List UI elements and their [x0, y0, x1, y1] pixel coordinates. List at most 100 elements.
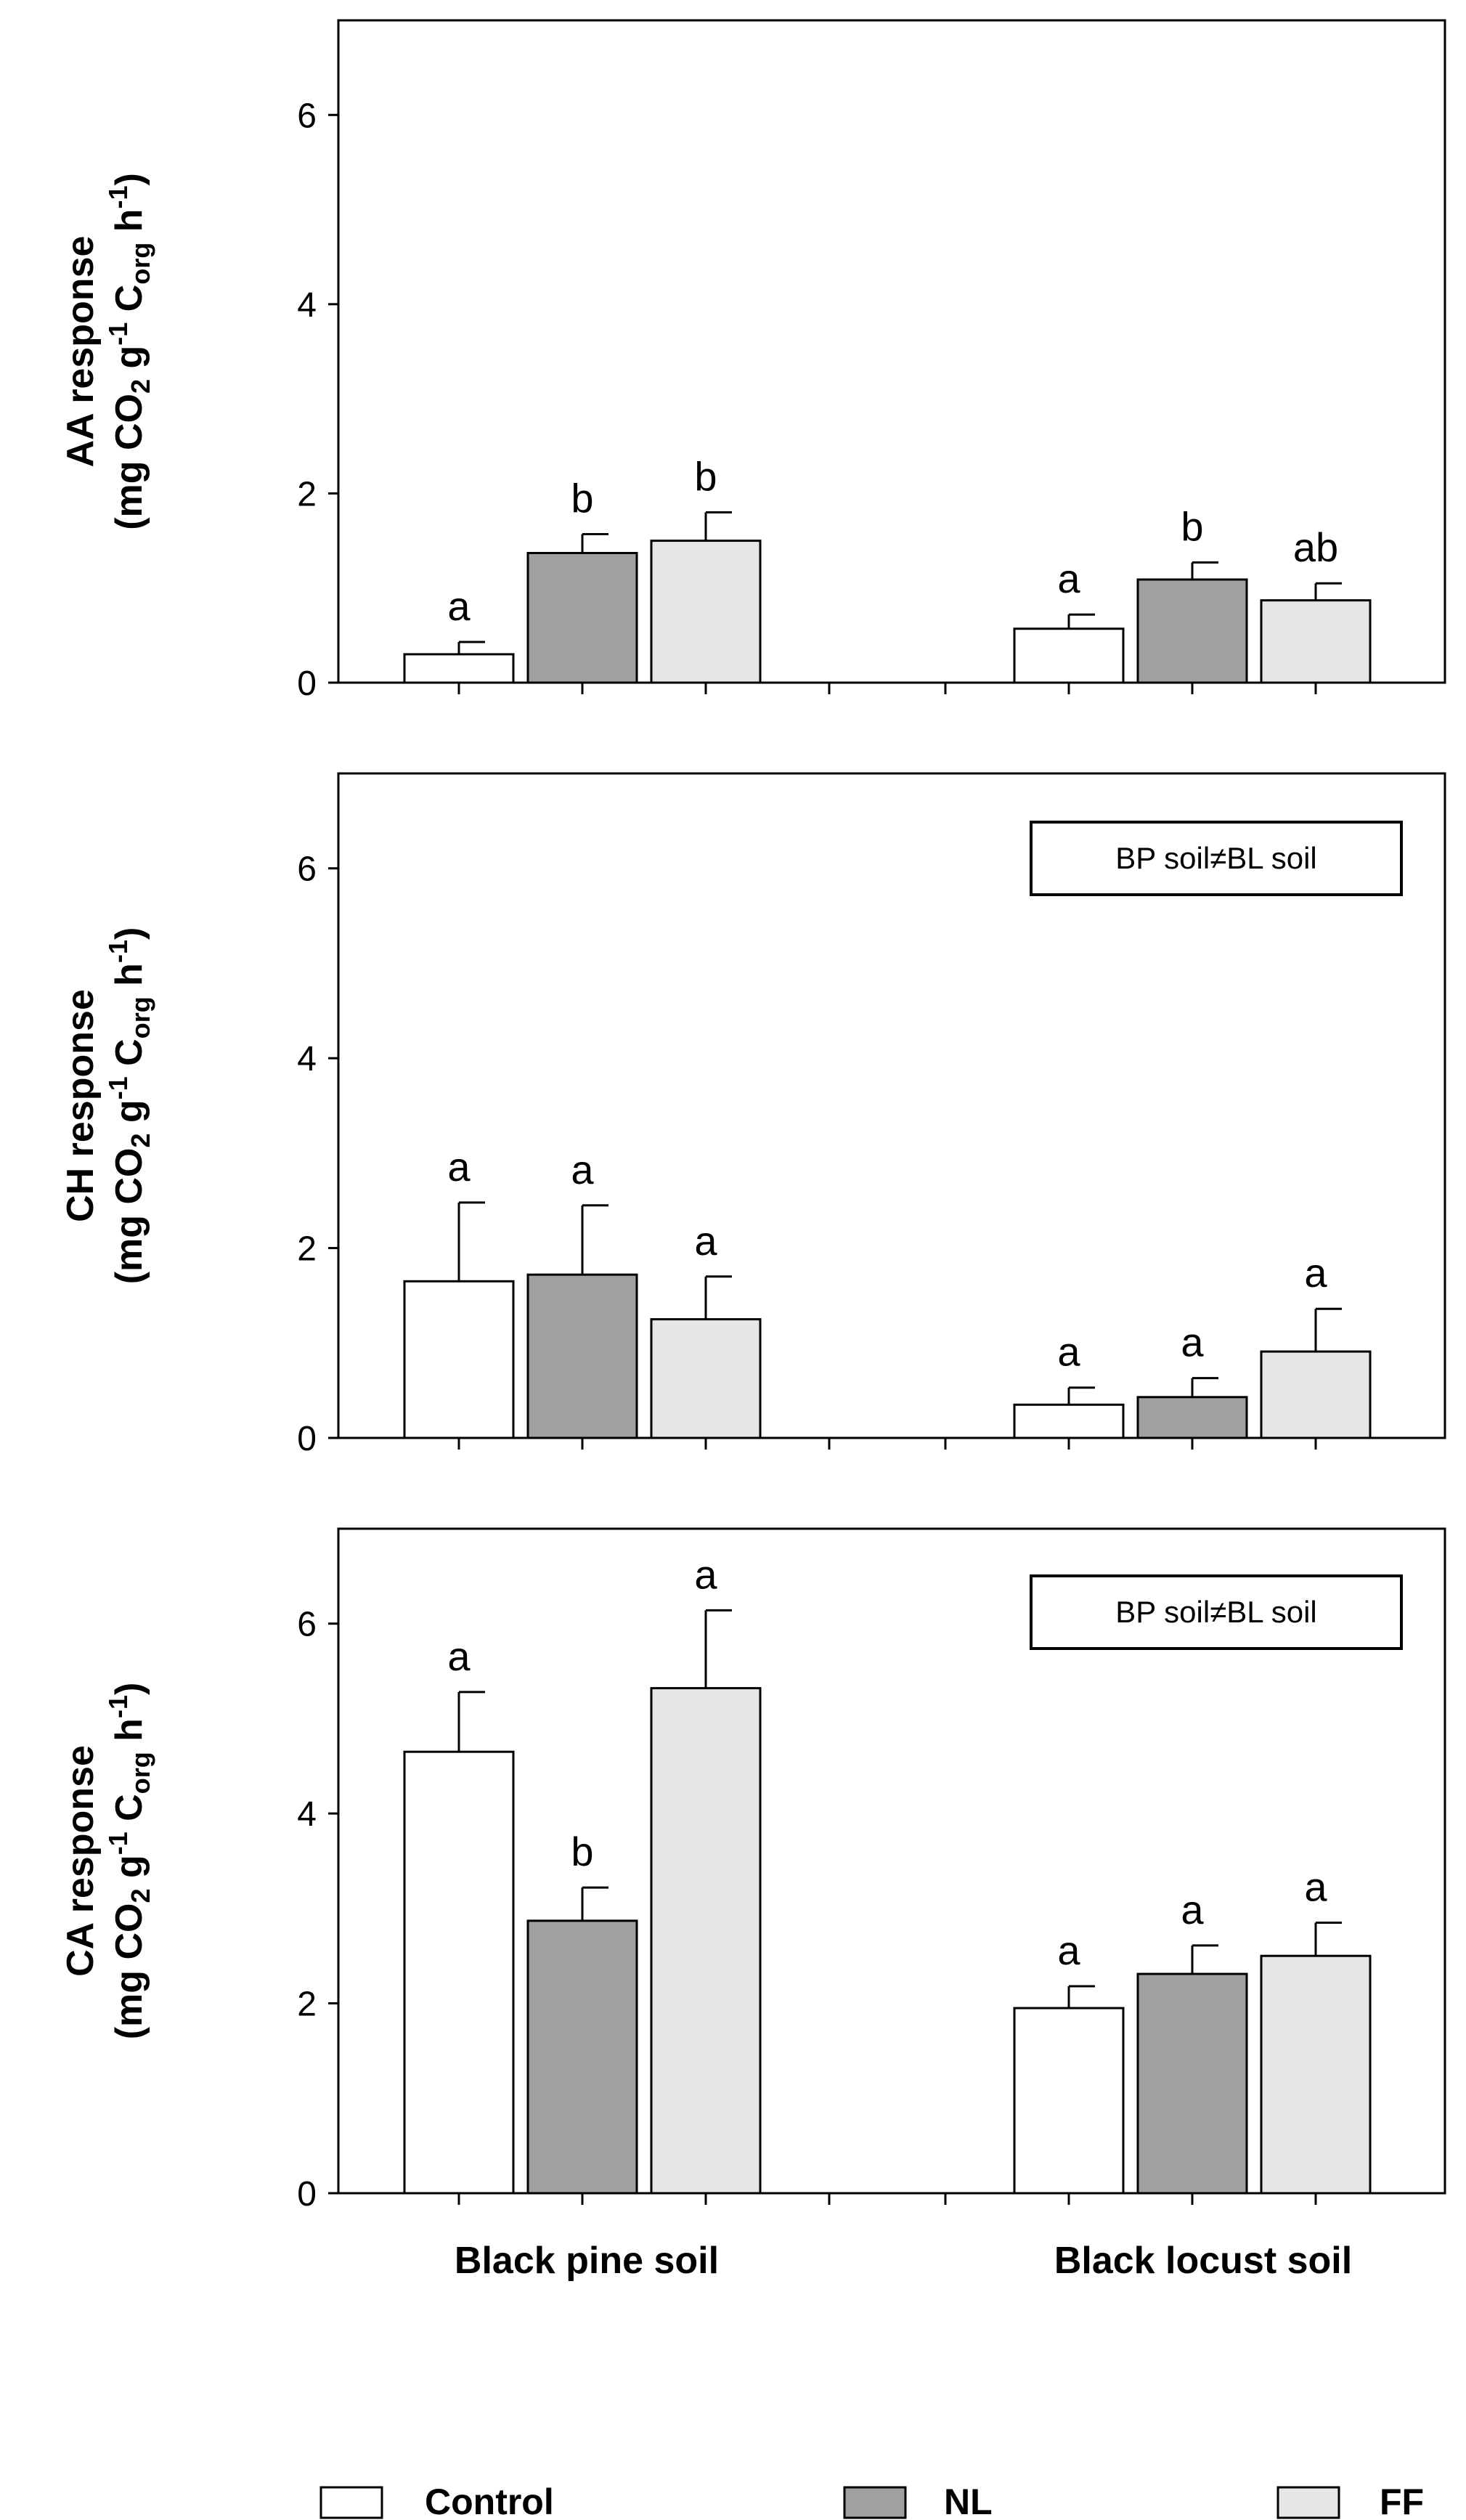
significance-letter: ab [1293, 524, 1338, 570]
x-category-labels: Black pine soil Black locust soil [455, 2240, 1352, 2282]
y-axis-label-units: (mg CO2 g-1 Corg h-1) [103, 1683, 155, 2040]
bar-control-black-locust [1013, 1403, 1125, 1439]
axes-frame [337, 772, 1446, 1439]
bar-nl-black-pine [526, 1919, 638, 2195]
legend: Control NL FF [319, 2482, 1424, 2520]
bar-control-black-pine [403, 1750, 515, 2195]
y-axis-label-units: (mg CO2 g-1 Corg h-1) [103, 927, 155, 1285]
note-box [1030, 821, 1403, 896]
y-axis-label-title: CA response [60, 1745, 102, 1977]
note-box [1030, 1574, 1403, 1650]
bar-nl-black-locust [1136, 1396, 1248, 1439]
legend-label-nl: NL [944, 2482, 993, 2520]
significance-letter: a [694, 1218, 717, 1264]
bar-nl-black-locust [1136, 1972, 1248, 2195]
y-tick-label-2: 2 [297, 1985, 317, 2024]
y-tick-label-4: 4 [297, 1795, 317, 1834]
bar-ff-black-locust [1260, 1350, 1372, 1439]
y-axis-label-part: org [126, 243, 155, 285]
bar-control-black-pine [403, 653, 515, 684]
y-axis-label-part: g [108, 1855, 150, 1888]
y-tick-label-0: 0 [297, 1420, 317, 1458]
y-axis-label-part: -1 [103, 186, 133, 209]
legend-swatch-ff [1276, 2486, 1340, 2519]
significance-letter: a [447, 583, 471, 629]
significance-letter: b [571, 475, 593, 521]
bar-ff-black-pine [650, 540, 762, 684]
y-tick-label-2: 2 [297, 475, 317, 513]
legend-swatch-nl [843, 2486, 907, 2519]
significance-letter: b [694, 453, 717, 499]
y-tick-label-0: 0 [297, 664, 317, 703]
y-axis-label-part: ) [108, 927, 150, 940]
bar-ff-black-pine [650, 1318, 762, 1439]
y-axis-label-title: AA response [60, 236, 102, 468]
y-axis-label-part: -1 [103, 940, 133, 963]
y-tick-label-4: 4 [297, 286, 317, 325]
bar-nl-black-pine [526, 1273, 638, 1439]
y-axis-label-part: C [108, 1794, 150, 1832]
note-text: BP soil≠BL soil [1115, 1595, 1317, 1629]
y-axis-label-part: h [108, 209, 150, 243]
y-axis-label-title: CH response [60, 989, 102, 1222]
significance-letter: a [447, 1144, 471, 1190]
panel-2: 0 2 4 6 a a a a a a BP soil≠BL soil CH response (mg … [60, 772, 1446, 1458]
axes-frame [337, 19, 1446, 684]
significance-letter: b [1181, 504, 1203, 550]
y-axis-label-part: g [108, 1100, 150, 1133]
bar-control-black-locust [1013, 627, 1125, 684]
y-tick-label-0: 0 [297, 2175, 317, 2214]
bar-control-black-locust [1013, 2007, 1125, 2195]
bar-ff-black-locust [1260, 1954, 1372, 2195]
y-axis-label-part: (mg CO [108, 394, 150, 530]
y-axis-label-part: org [126, 1752, 155, 1794]
legend-swatch-control [319, 2486, 383, 2519]
panel-3: 0 2 4 6 a a b a a a BP soil≠BL soil CA response (mg … [60, 1527, 1446, 2214]
significance-letter: a [1181, 1320, 1204, 1365]
legend-label-control: Control [425, 2482, 554, 2520]
significance-letter: a [1304, 1863, 1327, 1909]
legend-label-ff: FF [1380, 2482, 1424, 2520]
significance-letter: b [571, 1829, 593, 1874]
significance-letter: a [1181, 1887, 1204, 1932]
y-tick-label-6: 6 [297, 850, 317, 889]
y-axis-label-part: (mg CO [108, 1148, 150, 1285]
bar-ff-black-pine [650, 1687, 762, 2195]
y-axis-label-part: 2 [126, 379, 155, 394]
x-category-label-black-locust: Black locust soil [1054, 2240, 1352, 2282]
significance-letter: a [694, 1551, 717, 1597]
y-tick-label-6: 6 [297, 1606, 317, 1644]
y-axis-label-part: C [108, 285, 150, 322]
y-axis-label-part: C [108, 1039, 150, 1076]
y-axis-label-part: org [126, 996, 155, 1039]
significance-letter: a [1057, 556, 1080, 601]
y-axis-label-part: 2 [126, 1134, 155, 1148]
y-axis-label-part: (mg CO [108, 1903, 150, 2040]
y-axis-label-part: -1 [103, 1695, 133, 1718]
bar-control-black-pine [403, 1280, 515, 1439]
y-axis-label-part: h [108, 1718, 150, 1752]
y-axis-label-part: g [108, 346, 150, 379]
y-axis-label-part: -1 [103, 322, 133, 346]
significance-letter: a [571, 1147, 594, 1192]
y-tick-label-2: 2 [297, 1230, 317, 1269]
y-tick-label-4: 4 [297, 1040, 317, 1078]
y-tick-label-6: 6 [297, 97, 317, 135]
significance-letter: a [1304, 1250, 1327, 1296]
y-axis-label-part: h [108, 963, 150, 996]
y-axis-label-units: (mg CO2 g-1 Corg h-1) [103, 173, 155, 530]
axes-frame [337, 1527, 1446, 2195]
significance-letter: a [1057, 1329, 1080, 1375]
y-axis-label-part: 2 [126, 1889, 155, 1903]
bar-nl-black-pine [526, 552, 638, 684]
y-axis-label-part: ) [108, 1683, 150, 1695]
y-axis-label-part: ) [108, 173, 150, 185]
bar-ff-black-locust [1260, 599, 1372, 684]
y-axis-label-part: -1 [103, 1076, 133, 1100]
significance-letter: a [447, 1633, 471, 1679]
x-category-label-black-pine: Black pine soil [455, 2240, 719, 2282]
y-axis-label-part: -1 [103, 1832, 133, 1855]
